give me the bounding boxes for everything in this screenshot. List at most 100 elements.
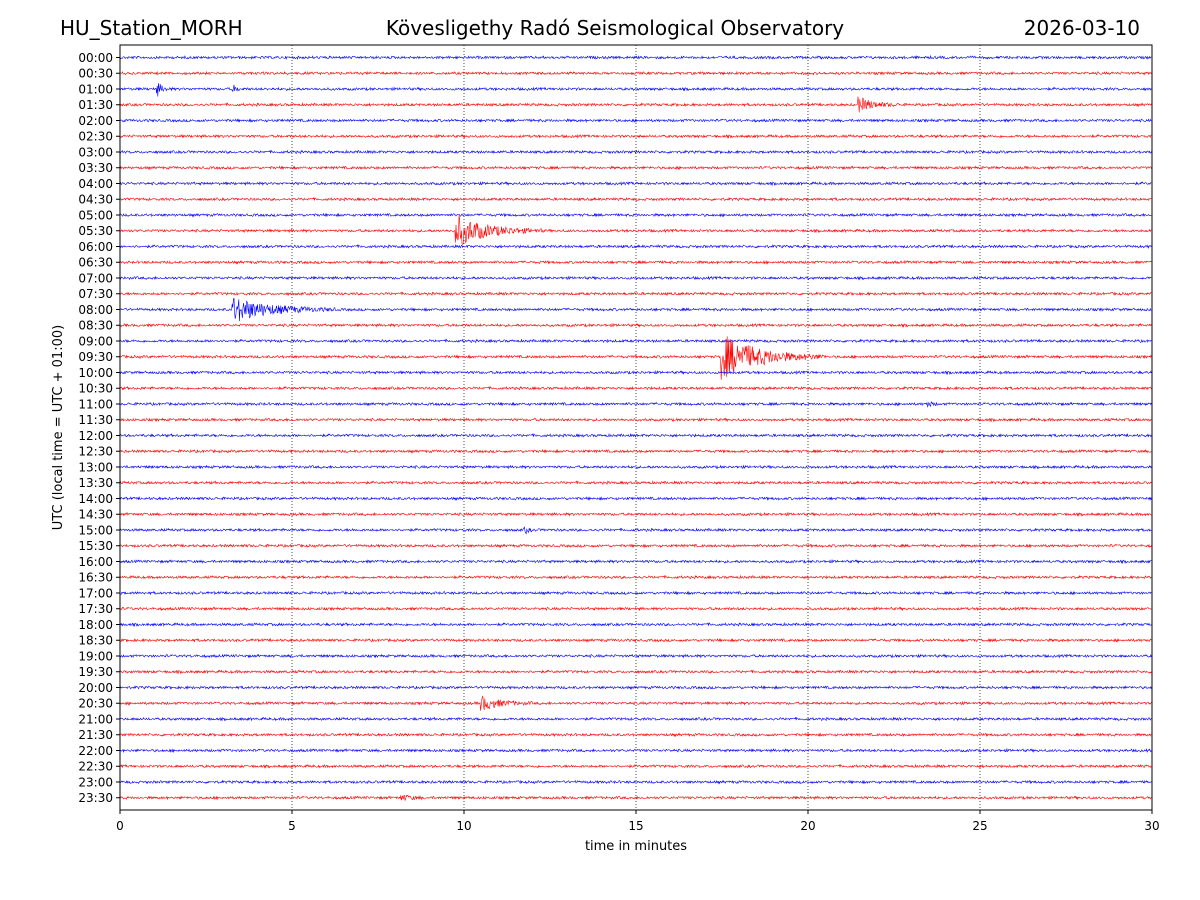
trace-0900 <box>120 338 1152 344</box>
y-tick-label: 08:30 <box>78 319 113 333</box>
x-axis-label: time in minutes <box>585 839 687 854</box>
y-tick-label: 02:30 <box>78 130 113 144</box>
trace-1300 <box>119 464 1152 470</box>
y-tick-label: 10:00 <box>78 366 113 380</box>
x-tick-label: 25 <box>972 819 987 833</box>
y-tick-label: 19:30 <box>78 665 113 679</box>
y-tick-label: 04:30 <box>78 193 113 207</box>
y-tick-label: 13:30 <box>78 476 113 490</box>
trace-1100 <box>119 401 1152 408</box>
trace-1200 <box>119 432 1152 438</box>
trace-1330 <box>119 480 1152 486</box>
y-tick-label: 18:00 <box>78 618 113 632</box>
y-tick-label: 03:00 <box>78 145 113 159</box>
trace-0800 <box>119 297 1152 322</box>
trace-0230 <box>119 133 1152 139</box>
x-tick-label: 0 <box>116 819 124 833</box>
x-tick-label: 10 <box>456 819 471 833</box>
trace-1900 <box>119 653 1152 659</box>
trace-0000 <box>119 54 1152 61</box>
y-tick-label: 17:30 <box>78 602 113 616</box>
y-tick-label: 21:30 <box>78 728 113 742</box>
y-tick-label: 08:00 <box>78 303 113 317</box>
trace-1430 <box>119 511 1152 517</box>
y-tick-label: 17:00 <box>78 586 113 600</box>
y-tick-label: 01:30 <box>78 98 113 112</box>
y-tick-label: 23:30 <box>78 791 113 805</box>
x-tick-label: 15 <box>628 819 643 833</box>
y-tick-label: 04:00 <box>78 177 113 191</box>
y-tick-label: 07:00 <box>78 271 113 285</box>
y-tick-label: 01:00 <box>78 82 113 96</box>
y-tick-label: 16:30 <box>78 571 113 585</box>
y-tick-label: 05:00 <box>78 208 113 222</box>
y-tick-label: 11:00 <box>78 397 113 411</box>
y-tick-label: 09:30 <box>78 350 113 364</box>
y-tick-label: 02:00 <box>78 114 113 128</box>
y-tick-label: 00:30 <box>78 67 113 81</box>
trace-2100 <box>119 716 1152 722</box>
trace-0400 <box>119 181 1152 187</box>
trace-0630 <box>119 259 1152 265</box>
trace-1530 <box>119 543 1152 549</box>
y-tick-label: 05:30 <box>78 224 113 238</box>
trace-1230 <box>119 448 1152 454</box>
station-name: HU_Station_MORH <box>60 16 243 40</box>
y-axis-label: UTC (local time = UTC + 01:00) <box>51 325 66 530</box>
y-tick-label: 14:00 <box>78 492 113 506</box>
y-tick-label: 15:00 <box>78 523 113 537</box>
y-tick-label: 14:30 <box>78 508 113 522</box>
trace-1500 <box>119 526 1152 535</box>
y-tick-label: 09:00 <box>78 334 113 348</box>
trace-1400 <box>119 495 1152 501</box>
y-tick-label: 20:00 <box>78 681 113 695</box>
y-tick-label: 23:00 <box>78 775 113 789</box>
trace-1730 <box>119 606 1152 612</box>
y-tick-label: 00:00 <box>78 51 113 65</box>
trace-0930 <box>119 336 1152 380</box>
trace-0430 <box>119 196 1152 202</box>
y-tick-label: 22:30 <box>78 760 113 774</box>
y-tick-label: 22:00 <box>78 744 113 758</box>
y-tick-label: 20:30 <box>78 697 113 711</box>
trace-0530 <box>119 215 1152 245</box>
y-tick-label: 07:30 <box>78 287 113 301</box>
trace-0830 <box>119 322 1152 328</box>
trace-0200 <box>119 118 1152 123</box>
trace-1000 <box>119 370 1152 376</box>
y-tick-label: 15:30 <box>78 539 113 553</box>
y-tick-label: 13:00 <box>78 460 113 474</box>
trace-0330 <box>119 165 1152 171</box>
y-tick-label: 12:00 <box>78 429 113 443</box>
y-tick-label: 10:30 <box>78 382 113 396</box>
trace-0300 <box>119 149 1152 155</box>
plot-area <box>120 45 1152 810</box>
x-tick-label: 20 <box>800 819 815 833</box>
trace-0130 <box>119 96 1152 113</box>
observatory-title: Kövesligethy Radó Seismological Observat… <box>385 16 845 40</box>
trace-2200 <box>119 748 1152 753</box>
trace-0500 <box>119 212 1152 218</box>
trace-1030 <box>119 385 1152 391</box>
trace-0100 <box>119 83 1152 97</box>
trace-2000 <box>119 684 1152 690</box>
y-tick-label: 03:30 <box>78 161 113 175</box>
trace-2330 <box>119 794 1152 801</box>
trace-2130 <box>119 732 1152 738</box>
y-tick-label: 18:30 <box>78 634 113 648</box>
trace-1630 <box>119 574 1152 580</box>
trace-2230 <box>119 763 1152 769</box>
y-tick-label: 11:30 <box>78 413 113 427</box>
trace-0600 <box>119 243 1152 249</box>
trace-2300 <box>119 779 1152 785</box>
x-tick-label: 5 <box>288 819 296 833</box>
trace-0730 <box>119 291 1152 297</box>
y-tick-label: 19:00 <box>78 649 113 663</box>
y-tick-label: 06:00 <box>78 240 113 254</box>
trace-2030 <box>119 695 1152 711</box>
trace-0700 <box>119 275 1152 281</box>
trace-0030 <box>119 70 1152 76</box>
trace-1130 <box>119 417 1152 423</box>
